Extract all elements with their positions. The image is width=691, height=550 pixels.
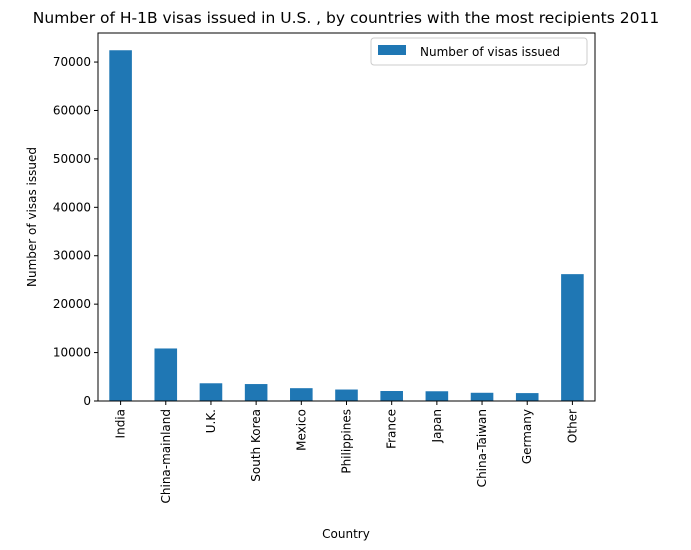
y-tick-label: 50000 [53,152,91,166]
x-tick-label-germany: Germany [520,409,534,464]
y-tick-label: 60000 [53,103,91,117]
x-tick-label-china-mainland: China-mainland [159,409,173,504]
y-axis-ticks: 0 10000 20000 30000 40000 50000 60000 70000 [53,55,98,408]
chart-title: Number of H-1B visas issued in U.S. , by… [33,9,659,27]
y-tick-label: 10000 [53,346,91,360]
bar-france [380,391,403,401]
legend: Number of visas issued [370,37,588,66]
legend-label: Number of visas issued [420,45,560,59]
x-tick-label-south-korea: South Korea [249,409,263,482]
bars-group [109,50,584,401]
x-tick-label-india: India [114,409,128,438]
x-tick-label-france: France [385,409,399,449]
legend-swatch [378,45,406,55]
bar-south-korea [244,384,268,401]
bar-other [561,274,584,401]
bar-india [109,50,132,401]
legend-frame [370,37,588,66]
x-tick-label-philippines: Philippines [340,409,354,474]
bar-china-taiwan [470,392,494,401]
y-tick-label: 40000 [53,200,91,214]
y-axis-title: Number of visas issued [25,147,39,287]
bar-mexico [290,388,313,401]
x-tick-label-other: Other [565,409,579,443]
y-tick-label: 70000 [53,55,91,69]
bar-japan [425,391,449,401]
bar-china-mainland [154,348,178,401]
y-tick-label: 30000 [53,249,91,263]
x-tick-label-china-taiwan: China-Taiwan [475,409,489,487]
bar-germany [515,393,539,401]
bar-u-k [199,383,223,401]
y-tick-label: 0 [83,394,91,408]
bar-philippines [335,389,358,401]
x-axis-title: Country [322,527,370,541]
x-tick-label-japan: Japan [430,409,444,443]
x-axis-ticks: India China-mainland U.K. South Korea Mexico… [114,401,579,504]
y-tick-label: 20000 [53,297,91,311]
x-tick-label-mexico: Mexico [294,409,308,451]
x-tick-label-u-k: U.K. [204,409,218,433]
plot-frame [97,32,596,402]
